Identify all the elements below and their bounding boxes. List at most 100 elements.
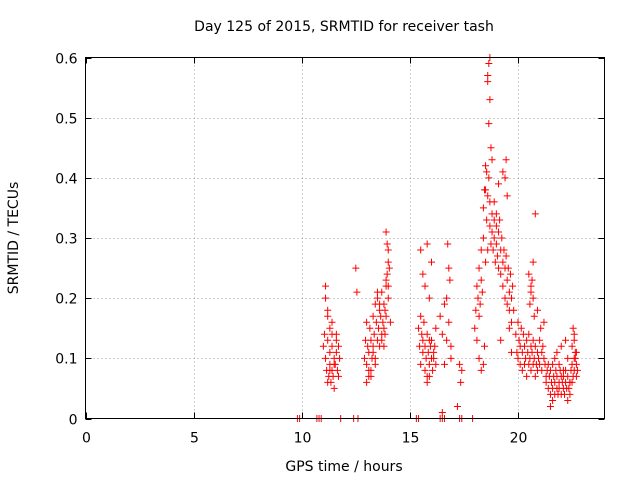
data-point (336, 354, 344, 362)
data-point (419, 336, 427, 344)
data-point (482, 162, 490, 170)
data-point (492, 210, 500, 218)
data-point (371, 354, 379, 362)
data-point (428, 258, 435, 266)
data-point (501, 294, 509, 302)
data-point (432, 324, 440, 332)
data-point (475, 312, 483, 320)
data-point (438, 330, 446, 338)
data-point (530, 312, 538, 320)
data-point (379, 318, 387, 326)
data-point (484, 78, 492, 86)
data-point (440, 300, 448, 308)
data-point (485, 174, 493, 182)
data-point (367, 366, 375, 374)
x-tick-label: 10 (294, 431, 312, 447)
data-point (505, 324, 513, 332)
data-point (529, 258, 537, 266)
data-point (527, 288, 535, 296)
data-point (531, 342, 539, 350)
data-point (489, 246, 497, 254)
data-point (456, 360, 464, 368)
data-point (492, 240, 500, 248)
data-point (438, 408, 446, 416)
data-point (479, 234, 487, 242)
data-point (425, 372, 433, 380)
data-point (417, 246, 425, 254)
data-point (490, 234, 498, 242)
data-point (332, 348, 340, 356)
data-point (520, 342, 528, 350)
data-point (483, 216, 491, 224)
data-point (472, 306, 480, 314)
data-point (557, 342, 565, 350)
data-point (381, 330, 389, 338)
data-point (553, 348, 561, 356)
data-point (421, 366, 429, 374)
data-point (499, 168, 507, 176)
data-point (533, 306, 541, 314)
data-point (322, 282, 330, 290)
data-point (369, 348, 377, 356)
data-point (501, 174, 509, 182)
data-point (363, 318, 371, 326)
data-point (457, 378, 465, 386)
data-point (415, 324, 423, 332)
data-point (564, 354, 572, 362)
data-point (386, 318, 394, 326)
data-point (380, 342, 388, 350)
data-point (495, 228, 503, 236)
y-tick-label: 0.5 (55, 112, 77, 128)
data-point (476, 300, 484, 308)
data-point (384, 294, 392, 302)
data-point (444, 240, 452, 248)
data-point (499, 282, 507, 290)
data-point (473, 336, 481, 344)
y-tick-label: 0.2 (55, 292, 77, 308)
data-point (498, 234, 506, 242)
data-point (430, 354, 438, 362)
data-point (502, 252, 510, 260)
data-point (566, 378, 574, 386)
data-point (425, 294, 433, 302)
data-point (477, 246, 485, 254)
data-point (559, 366, 567, 374)
data-point (479, 204, 487, 212)
data-point (384, 282, 392, 290)
data-point (572, 360, 580, 368)
data-point (432, 360, 440, 368)
data-point (486, 222, 494, 230)
data-point (366, 324, 374, 332)
data-point (376, 300, 384, 308)
x-axis-label: GPS time / hours (285, 459, 402, 475)
data-point (486, 96, 494, 104)
chart-title: Day 125 of 2015, SRMTID for receiver tas… (194, 19, 494, 35)
data-point (551, 354, 559, 362)
data-point (332, 336, 340, 344)
data-point (569, 324, 577, 332)
data-point (328, 342, 336, 350)
data-point (369, 342, 377, 350)
data-point (531, 372, 539, 380)
data-point (568, 342, 576, 350)
data-point (518, 366, 526, 374)
data-point (509, 282, 517, 290)
data-point (549, 396, 557, 404)
data-point (570, 330, 578, 338)
data-point (526, 300, 534, 308)
data-point (369, 312, 377, 320)
data-point (417, 360, 425, 368)
data-point (505, 288, 513, 296)
x-tick-label: 5 (190, 431, 199, 447)
data-point (508, 294, 516, 302)
data-point (473, 282, 481, 290)
data-point (525, 330, 533, 338)
data-point (447, 342, 455, 350)
data-point (523, 372, 531, 380)
data-point (429, 366, 437, 374)
data-point (443, 336, 451, 344)
data-point (335, 342, 343, 350)
data-point (525, 270, 533, 278)
data-point (365, 372, 373, 380)
data-point (330, 360, 338, 368)
